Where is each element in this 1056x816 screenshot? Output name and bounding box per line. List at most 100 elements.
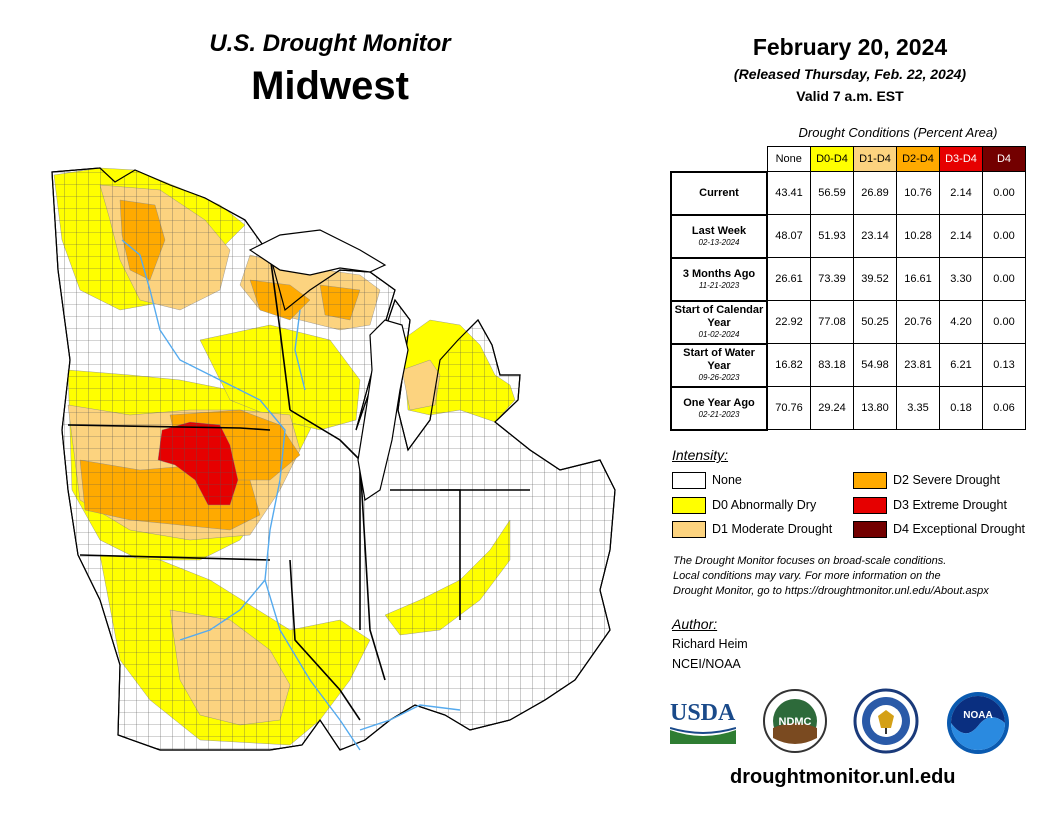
table-cell: 0.00 xyxy=(982,214,1026,258)
col-header-d3-d4: D3-D4 xyxy=(939,146,983,172)
table-cell: 0.00 xyxy=(982,257,1026,301)
table-cell: 54.98 xyxy=(853,343,897,387)
row-label-text: Start of Calendar Year xyxy=(674,304,764,329)
row-label-text: Start of Water Year xyxy=(683,347,755,372)
table-cell: 3.30 xyxy=(939,257,983,301)
legend-swatch-d0 xyxy=(672,497,706,515)
legend-item-d0: D0 Abnormally Dry xyxy=(672,496,816,515)
author-name: Richard Heim xyxy=(672,637,748,651)
col-header-d2-d4: D2-D4 xyxy=(896,146,940,172)
note-line-1: The Drought Monitor focuses on broad-sca… xyxy=(673,555,947,567)
table-cell: 0.00 xyxy=(982,171,1026,215)
table-cell: 22.92 xyxy=(766,300,811,344)
table-row: Start of Calendar Year 01-02-2024 22.92 77.… xyxy=(670,299,1026,345)
note-line-2: Local conditions may vary. For more info… xyxy=(673,570,941,582)
table-row: Start of Water Year 09-26-2023 16.82 83.18 5… xyxy=(670,342,1026,388)
row-label: One Year Ago 02-21-2023 xyxy=(670,385,768,431)
legend-item-d1: D1 Moderate Drought xyxy=(672,520,833,539)
table-cell: 13.80 xyxy=(853,386,897,430)
usda-swoosh-icon xyxy=(669,727,737,744)
row-label-date: 09-26-2023 xyxy=(698,373,740,382)
legend-item-d2: D2 Severe Drought xyxy=(853,471,1001,490)
row-label-text: 3 Months Ago xyxy=(682,267,756,280)
table-cell: 29.24 xyxy=(810,386,854,430)
table-header-row: None D0-D4 D1-D4 D2-D4 D3-D4 D4 xyxy=(671,146,1026,172)
legend-label-d3: D3 Extreme Drought xyxy=(893,498,1007,512)
table-cell: 43.41 xyxy=(766,171,811,215)
row-label-date: 02-21-2023 xyxy=(698,409,740,419)
noaa-logo-text: NOAA xyxy=(963,710,992,721)
author-label: Author: xyxy=(672,616,718,632)
col-header-none: None xyxy=(766,146,811,172)
note-line-3: Drought Monitor, go to https://droughtmo… xyxy=(673,585,989,597)
table-cell: 6.21 xyxy=(939,343,983,387)
row-label: Start of Calendar Year 01-02-2024 xyxy=(670,299,768,345)
table-cell: 0.06 xyxy=(982,386,1026,430)
legend-swatch-d2 xyxy=(853,472,887,490)
legend-item-d4: D4 Exceptional Drought xyxy=(853,520,1026,539)
col-header-d4: D4 xyxy=(982,146,1026,172)
row-label-text: One Year Ago xyxy=(683,396,755,409)
table-cell: 16.82 xyxy=(766,343,811,387)
legend-item-d3: D3 Extreme Drought xyxy=(853,496,1007,515)
legend-label-d1: D1 Moderate Drought xyxy=(712,522,833,536)
release-date: (Released Thursday, Feb. 22, 2024) xyxy=(733,66,967,82)
county-grid xyxy=(51,167,616,751)
table-cell: 3.35 xyxy=(896,386,940,430)
ndmc-logo-text: NDMC xyxy=(779,716,812,728)
row-label: Current xyxy=(670,170,768,216)
col-header-d0-d4: D0-D4 xyxy=(810,146,854,172)
table-cell: 23.81 xyxy=(896,343,940,387)
noaa-logo: NOAA xyxy=(947,692,1009,754)
col-header-d1-d4: D1-D4 xyxy=(853,146,897,172)
great-lakes xyxy=(248,229,409,502)
table-cell: 23.14 xyxy=(853,214,897,258)
disclaimer-note: The Drought Monitor focuses on broad-sca… xyxy=(673,554,1043,599)
row-label-date: 01-02-2024 xyxy=(698,330,740,339)
table-cell: 39.52 xyxy=(853,257,897,301)
row-label: 3 Months Ago 11-21-2023 xyxy=(670,256,768,302)
row-label-date: 02-13-2024 xyxy=(698,237,740,247)
state-boundaries xyxy=(67,254,530,721)
table-cell: 26.89 xyxy=(853,171,897,215)
ndmc-logo: NDMC xyxy=(763,689,827,753)
map-date: February 20, 2024 xyxy=(752,34,948,60)
doc-seal-logo xyxy=(853,688,919,754)
table-cell: 26.61 xyxy=(766,257,811,301)
table-cell: 2.14 xyxy=(939,171,983,215)
row-label: Start of Water Year 09-26-2023 xyxy=(670,342,768,388)
table-cell: 10.28 xyxy=(896,214,940,258)
legend-item-none: None xyxy=(672,471,742,490)
region-title: Midwest xyxy=(251,64,409,108)
legend-label-d4: D4 Exceptional Drought xyxy=(893,522,1026,536)
table-cell: 73.39 xyxy=(810,257,854,301)
row-label-text: Last Week xyxy=(691,224,747,237)
table-cell: 0.13 xyxy=(982,343,1026,387)
table-row: 3 Months Ago 11-21-2023 26.61 73.39 39.52 16.… xyxy=(670,256,1026,302)
legend-label-d2: D2 Severe Drought xyxy=(893,473,1001,487)
table-cell: 0.00 xyxy=(982,300,1026,344)
legend-swatch-d3 xyxy=(853,497,887,515)
table-corner xyxy=(671,147,767,172)
usda-logo: USDA xyxy=(669,700,740,750)
row-label-text: Current xyxy=(699,186,739,199)
table-cell: 10.76 xyxy=(896,171,940,215)
legend-swatch-d4 xyxy=(853,521,887,539)
table-cell: 16.61 xyxy=(896,257,940,301)
row-label: Last Week 02-13-2024 xyxy=(670,213,768,259)
table-cell: 70.76 xyxy=(766,386,811,430)
map-title: U.S. Drought Monitor xyxy=(209,30,451,57)
legend-swatch-none xyxy=(672,472,706,490)
table-cell: 4.20 xyxy=(939,300,983,344)
author-org: NCEI/NOAA xyxy=(672,657,741,671)
table-cell: 83.18 xyxy=(810,343,854,387)
rivers xyxy=(121,239,461,751)
table-caption: Drought Conditions (Percent Area) xyxy=(798,125,998,140)
valid-time: Valid 7 a.m. EST xyxy=(796,88,904,104)
legend-swatch-d1 xyxy=(672,521,706,539)
table-cell: 20.76 xyxy=(896,300,940,344)
table-cell: 77.08 xyxy=(810,300,854,344)
website-url[interactable]: droughtmonitor.unl.edu xyxy=(730,766,956,788)
table-cell: 0.18 xyxy=(939,386,983,430)
table-row: One Year Ago 02-21-2023 70.76 29.24 13.80 3.3… xyxy=(670,385,1026,431)
